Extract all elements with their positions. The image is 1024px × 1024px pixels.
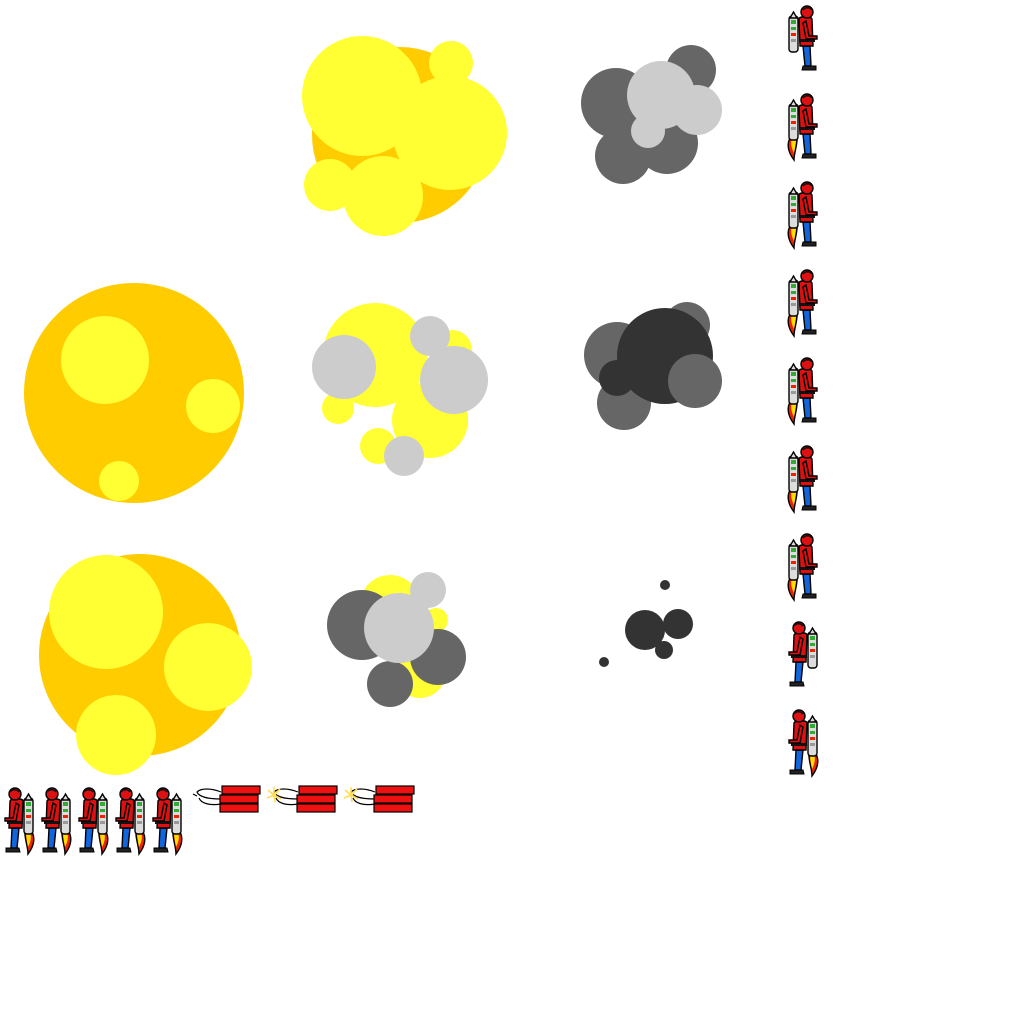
jetpack-character-walk-1 [4,787,35,857]
explosion-frame-fireball-burst [302,36,507,236]
dynamite-dynamite-unlit [192,785,261,813]
dynamite-dynamite-lit-2 [343,785,415,813]
jetpack-character-thrust-5 [787,445,818,515]
jetpack-character-idle-left [788,621,818,687]
jetpack-character-thrust-2 [787,181,818,251]
explosion-frame-fire-smoke-mix [312,303,488,476]
dynamite-row [192,785,415,813]
jetpack-character-walk-3 [78,787,109,857]
jetpack-character-walk-2 [41,787,72,857]
jetpack-character-walk-4 [115,787,146,857]
jetpack-character-thrust-3 [787,269,818,339]
explosion-frame-fireball-medium [39,554,252,775]
jetpack-character-thrust-1 [787,93,818,163]
walk-animation-row [4,787,183,857]
explosion-frame-smoke-fading [599,580,693,667]
jetpack-character-thrust-left [788,709,819,779]
jetpack-character-idle [788,5,818,71]
explosion-frame-fireball-large [24,283,244,503]
explosion-frame-smoke-dark [584,302,722,430]
explosion-frame-smoke-mix [327,572,466,707]
jetpack-character-thrust-4 [787,357,818,427]
jetpack-character-thrust-6 [787,533,818,603]
explosion-frame-smoke-gray [581,45,722,184]
dynamite-dynamite-lit-1 [266,785,338,813]
jetpack-character-column [787,5,819,779]
jetpack-character-walk-5 [152,787,183,857]
